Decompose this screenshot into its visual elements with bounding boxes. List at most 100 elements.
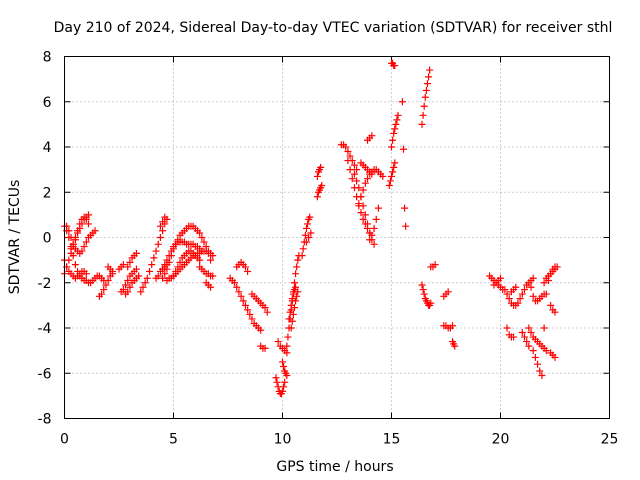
data-point (126, 283, 134, 291)
data-point (152, 247, 160, 255)
data-point (241, 263, 249, 271)
data-point (154, 240, 162, 248)
data-point (159, 218, 167, 226)
data-point (200, 238, 208, 246)
data-point (244, 306, 252, 314)
data-point (344, 157, 352, 165)
data-point (503, 324, 511, 332)
data-point (518, 329, 526, 337)
data-point (392, 120, 400, 128)
data-point (299, 245, 307, 253)
data-point (391, 62, 399, 70)
data-point (527, 329, 535, 337)
series-track-53 (490, 274, 504, 289)
series-track-38 (355, 166, 387, 208)
data-point (298, 252, 306, 260)
data-point (141, 279, 149, 287)
data-point (293, 292, 301, 300)
data-point (239, 297, 247, 305)
series-track-55 (503, 324, 518, 341)
data-point (176, 258, 184, 266)
series-track-10 (122, 272, 143, 298)
data-point (71, 234, 79, 241)
data-point (402, 222, 410, 230)
series-track-12 (137, 215, 171, 296)
data-point (263, 308, 271, 316)
data-point (525, 342, 533, 350)
data-point (293, 263, 301, 271)
data-point (370, 224, 378, 232)
data-point (172, 267, 180, 275)
data-point (261, 304, 269, 312)
data-point (364, 175, 372, 183)
x-tick-label: 20 (492, 432, 510, 448)
data-point (389, 168, 397, 176)
y-tick-labels: -8 -6 -4 -2 0 2 4 6 8 (38, 50, 52, 428)
data-point (359, 215, 367, 223)
data-point (419, 286, 427, 294)
series-track-39 (357, 159, 376, 178)
data-point (514, 299, 522, 307)
data-point (244, 267, 252, 275)
data-point (161, 213, 169, 221)
data-point (132, 265, 140, 273)
data-point (361, 179, 369, 187)
series-track-48 (427, 261, 439, 271)
data-point (386, 177, 394, 185)
data-point (305, 234, 313, 241)
data-point (165, 252, 173, 260)
data-point (531, 353, 539, 361)
data-point (540, 324, 548, 332)
data-point (283, 349, 291, 357)
data-point (348, 175, 356, 183)
data-point (273, 378, 281, 386)
data-point (503, 290, 511, 298)
data-point (431, 261, 439, 269)
series-track-16 (159, 238, 206, 273)
series-track-37 (350, 170, 378, 248)
data-point (288, 317, 296, 325)
x-tick-label: 5 (169, 432, 178, 448)
series-track-26 (274, 338, 291, 357)
data-point (196, 229, 204, 237)
data-point (379, 172, 387, 180)
data-point (355, 200, 363, 208)
data-point (353, 177, 361, 185)
data-point (139, 283, 147, 291)
data-point (289, 310, 297, 318)
data-point (353, 166, 361, 174)
data-point (357, 209, 365, 217)
y-tick-label: -4 (38, 321, 52, 337)
data-point (124, 276, 132, 284)
plot-frame (64, 56, 610, 419)
data-point (366, 236, 374, 244)
data-point (520, 333, 528, 341)
chart-title: Day 210 of 2024, Sidereal Day-to-day VTE… (54, 20, 613, 36)
series-track-54 (501, 274, 537, 309)
data-point (390, 129, 398, 137)
y-tick-label: -2 (38, 276, 52, 292)
data-point (292, 297, 300, 305)
data-point (529, 274, 537, 282)
series-track-14 (156, 213, 169, 230)
data-point (280, 362, 288, 370)
data-point (148, 261, 156, 269)
data-point (551, 353, 559, 361)
data-point (304, 220, 312, 228)
data-point (124, 263, 132, 271)
data-point (444, 288, 452, 296)
data-point (143, 274, 151, 282)
data-point (527, 283, 535, 291)
data-point (388, 172, 395, 180)
data-point (231, 279, 239, 287)
y-tick-label: 8 (43, 50, 52, 66)
series-track-22 (233, 258, 252, 275)
series-track-43 (385, 159, 399, 189)
data-point (307, 229, 315, 237)
data-point (119, 286, 127, 294)
data-point (146, 267, 154, 275)
y-tick-label: 2 (43, 185, 52, 201)
data-point (399, 145, 407, 153)
data-point (342, 143, 350, 151)
y-tick-label: -8 (38, 412, 52, 428)
